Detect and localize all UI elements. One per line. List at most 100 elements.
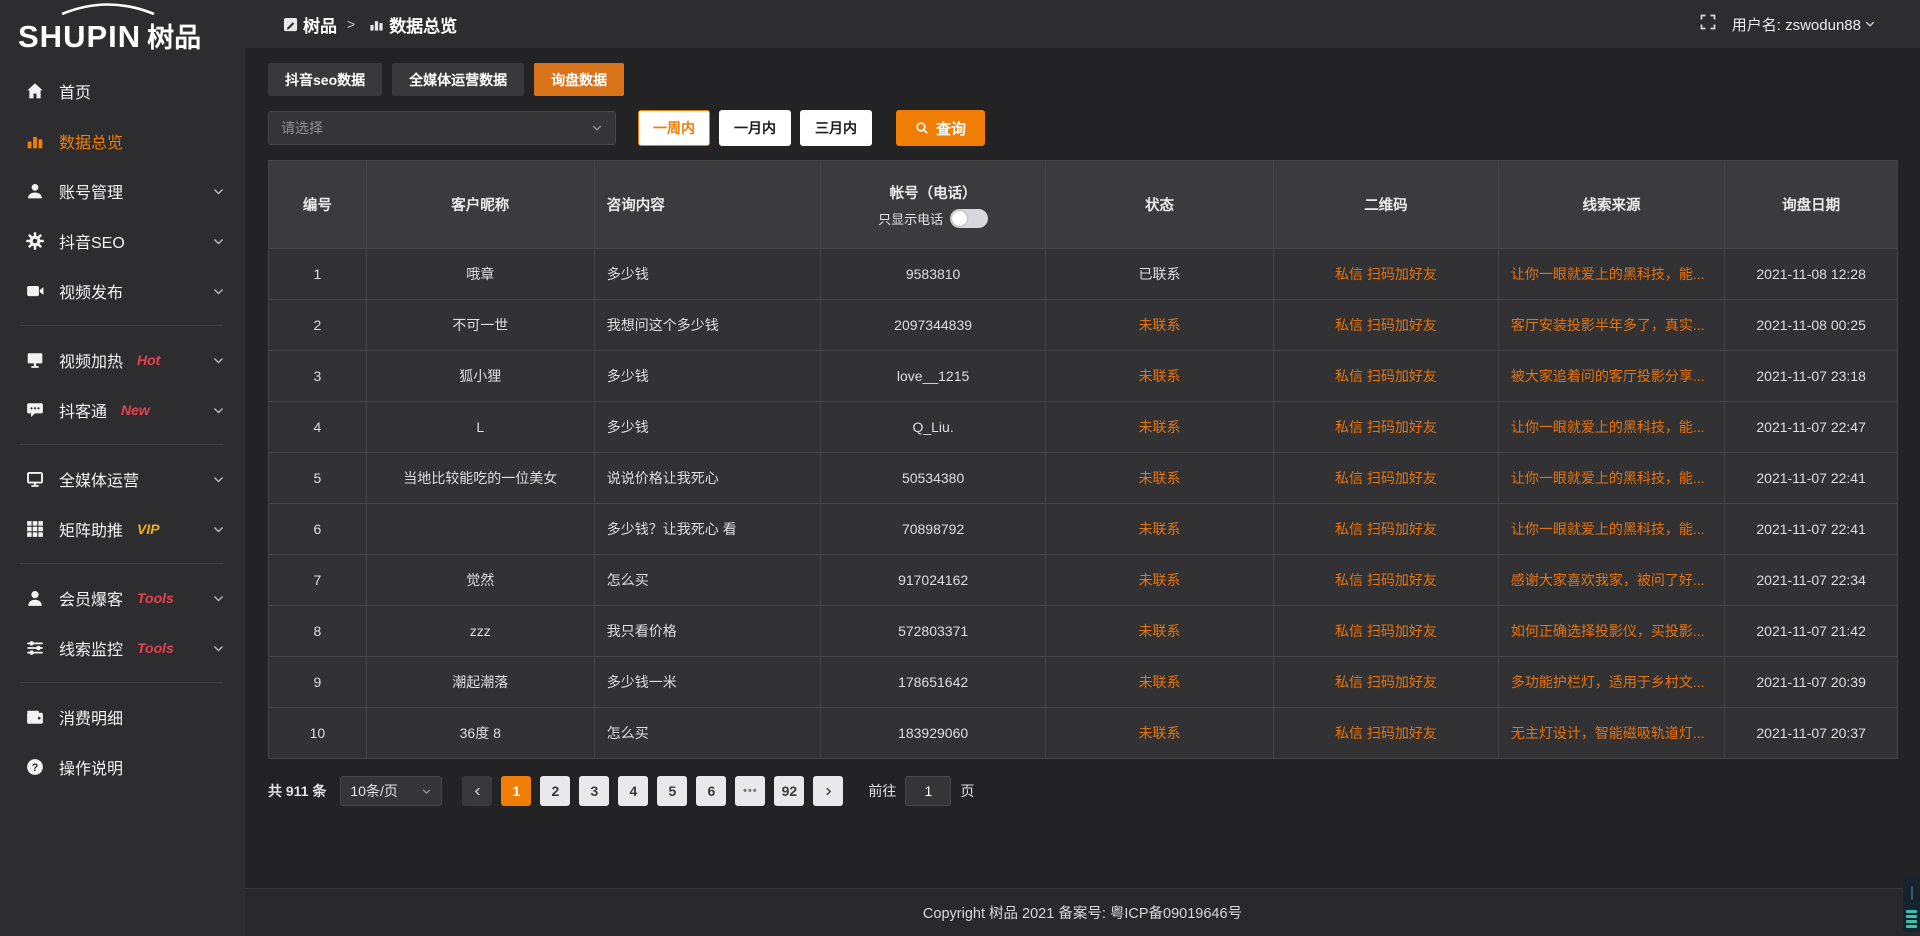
sidebar-item-sliders[interactable]: 线索监控 Tools [0,623,245,673]
user-menu[interactable]: 用户名: zswodun88 [1732,14,1876,35]
sidebar-item-grid[interactable]: 矩阵助推 VIP [0,504,245,554]
cell-qr-link[interactable]: 私信 扫码加好友 [1273,554,1499,606]
chevron-down-icon [212,523,225,536]
cell-no: 10 [268,707,367,759]
page-button-1[interactable]: 1 [501,776,532,806]
cell-qr-link[interactable]: 私信 扫码加好友 [1273,656,1499,708]
cell-qr-link[interactable]: 私信 扫码加好友 [1273,605,1499,657]
tab-2[interactable]: 询盘数据 [534,63,625,96]
cell-status: 未联系 [1044,350,1275,402]
sidebar-item-label: 消费明细 [59,711,124,728]
table-row: 6 多少钱？让我死心 看 70898792 未联系 私信 扫码加好友 让你一眼就爱上的黑科… [268,503,1898,555]
page-button-6[interactable]: 6 [696,776,727,806]
cell-source-link[interactable]: 让你一眼就爱上的黑科技，能... [1497,503,1726,555]
sidebar-item-monitor[interactable]: 全媒体运营 [0,454,245,504]
cell-no: 4 [268,401,367,453]
sidebar-divider [20,682,223,683]
cell-date: 2021-11-07 22:34 [1724,554,1898,606]
period-button-2[interactable]: 三月内 [800,110,872,146]
cell-source-link[interactable]: 如何正确选择投影仪，买投影... [1497,605,1726,657]
page-button-2[interactable]: 2 [540,776,571,806]
sidebar-item-video[interactable]: 视频发布 [0,266,245,316]
cell-source-link[interactable]: 无主灯设计，智能磁吸轨道灯... [1497,707,1726,759]
page-buttons: 1 2 3 4 5 6 ••• 92 [501,776,813,806]
table-row: 8 zzz 我只看价格 572803371 未联系 私信 扫码加好友 如何正确选择投影仪，买… [268,605,1898,657]
prev-page-button[interactable] [462,776,493,806]
filter-select[interactable]: 请选择 [268,111,616,145]
period-button-0[interactable]: 一周内 [638,110,710,146]
column-header-2: 咨询内容 [593,160,822,249]
sidebar-badge: VIP [137,521,160,537]
tab-1[interactable]: 全媒体运营数据 [392,63,525,96]
wallet-icon [26,708,44,726]
logo: SHUPIN 树品 [0,0,245,52]
svg-text:?: ? [32,762,39,774]
sidebar-item-label: 全媒体运营 [59,473,140,490]
page-button-5[interactable]: 5 [657,776,688,806]
fullscreen-icon[interactable] [1700,14,1716,34]
column-header-0: 编号 [268,160,367,249]
heat-icon [26,351,44,369]
chevron-down-icon [423,788,431,794]
cell-status: 未联系 [1044,401,1275,453]
cell-source-link[interactable]: 被大家追着问的客厅投影分享... [1497,350,1726,402]
cell-source-link[interactable]: 客厅安装投影半年多了，真实... [1497,299,1726,351]
cell-qr-link[interactable]: 私信 扫码加好友 [1273,299,1499,351]
sidebar-item-label: 抖音SEO [59,235,125,252]
cell-content: 多少钱一米 [593,656,822,708]
cell-nickname: zzz [365,605,595,657]
cell-qr-link[interactable]: 私信 扫码加好友 [1273,452,1499,504]
cell-qr-link[interactable]: 私信 扫码加好友 [1273,401,1499,453]
cell-account: 572803371 [820,605,1046,657]
page-button-3[interactable]: 3 [579,776,610,806]
page-button-92[interactable]: 92 [774,776,805,806]
chevron-down-icon [212,592,225,605]
chevron-down-icon [212,285,225,298]
page-ellipsis-button[interactable]: ••• [735,776,766,806]
cell-qr-link[interactable]: 私信 扫码加好友 [1273,707,1499,759]
sidebar-item-label: 操作说明 [59,761,124,778]
phone-only-toggle[interactable] [950,208,989,228]
cell-date: 2021-11-07 22:47 [1724,401,1898,453]
cell-date: 2021-11-07 23:18 [1724,350,1898,402]
sidebar-item-chart[interactable]: 数据总览 [0,116,245,166]
cell-qr-link[interactable]: 私信 扫码加好友 [1273,503,1499,555]
sidebar-item-person[interactable]: 会员爆客 Tools [0,573,245,623]
goto-page-input[interactable] [905,776,952,806]
cell-source-link[interactable]: 让你一眼就爱上的黑科技，能... [1497,401,1726,453]
chevron-down-icon [592,125,602,131]
cell-account: 178651642 [820,656,1046,708]
sidebar-item-help[interactable]: ? 操作说明 [0,742,245,792]
cell-source-link[interactable]: 感谢大家喜欢我家，被问了好... [1497,554,1726,606]
breadcrumb-separator: > [347,16,356,32]
query-button[interactable]: 查询 [896,110,986,146]
cell-qr-link[interactable]: 私信 扫码加好友 [1273,248,1499,300]
bar-chart-icon [369,17,384,32]
sidebar-item-label: 线索监控 [59,642,124,659]
sidebar-item-user[interactable]: 账号管理 [0,166,245,216]
cell-source-link[interactable]: 多功能护栏灯，适用于乡村文... [1497,656,1726,708]
cell-status: 未联系 [1044,554,1275,606]
cell-source-link[interactable]: 让你一眼就爱上的黑科技，能... [1497,452,1726,504]
cell-qr-link[interactable]: 私信 扫码加好友 [1273,350,1499,402]
period-button-1[interactable]: 一月内 [719,110,791,146]
sidebar-item-home[interactable]: 首页 [0,66,245,116]
tab-0[interactable]: 抖音seo数据 [268,63,383,96]
sidebar-badge: New [121,402,150,418]
chat-widget[interactable] [1903,876,1920,932]
sidebar-item-label: 首页 [59,85,92,102]
next-page-button[interactable] [813,776,844,806]
page-button-4[interactable]: 4 [618,776,649,806]
sidebar-item-wallet[interactable]: 消费明细 [0,692,245,742]
cell-date: 2021-11-07 20:39 [1724,656,1898,708]
sidebar-item-chat[interactable]: 抖客通 New [0,385,245,435]
sidebar-badge: Tools [137,640,174,656]
cell-source-link[interactable]: 让你一眼就爱上的黑科技，能... [1497,248,1726,300]
breadcrumb-root[interactable]: 树品 [303,16,337,36]
sidebar-item-gear[interactable]: 抖音SEO [0,216,245,266]
cell-account: 70898792 [820,503,1046,555]
app-icon [283,17,298,32]
page-size-select[interactable]: 10条/页 [340,776,443,806]
sidebar-item-heat[interactable]: 视频加热 Hot [0,335,245,385]
